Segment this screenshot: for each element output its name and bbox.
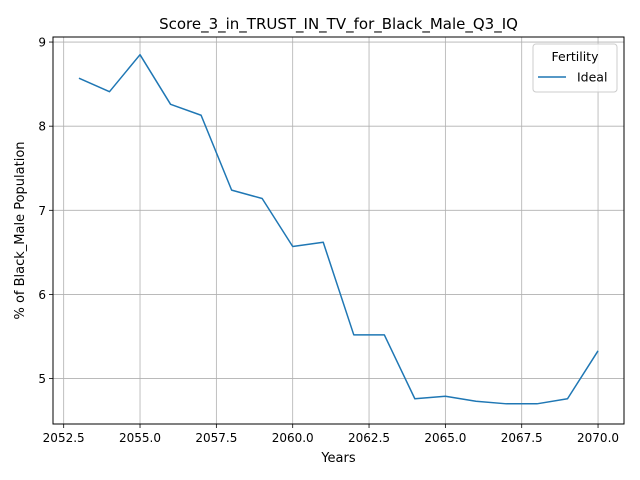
plot-frame: [52, 36, 625, 425]
series-layer: [78, 53, 599, 405]
x-tick-label: 2070.0: [577, 431, 619, 445]
x-tick-label: 2067.5: [501, 431, 543, 445]
y-tick-label: 7: [38, 204, 46, 218]
y-axis-label: % of Black_Male Population: [13, 141, 28, 319]
x-tick-label: 2060.0: [272, 431, 314, 445]
legend: Fertility Ideal: [532, 43, 618, 93]
legend-label-ideal: Ideal: [577, 70, 607, 85]
x-tick-label: 2055.0: [119, 431, 161, 445]
y-tick-label: 8: [38, 120, 46, 134]
series-line-ideal: [78, 53, 599, 405]
ticks: 2052.5 2055.0 2057.5 2060.0 2062.5 2065.0 2067…: [38, 36, 619, 445]
x-tick-label: 2065.0: [424, 431, 466, 445]
x-axis-label: Years: [320, 451, 356, 466]
x-tick-label: 2057.5: [195, 431, 237, 445]
y-tick-label: 9: [38, 36, 46, 50]
y-tick-label: 6: [38, 288, 46, 302]
chart-title: Score_3_in_TRUST_IN_TV_for_Black_Male_Q3…: [159, 15, 518, 34]
grid: [53, 37, 624, 424]
x-tick-label: 2062.5: [348, 431, 390, 445]
legend-box: [532, 43, 618, 93]
x-tick-label: 2052.5: [43, 431, 85, 445]
legend-title: Fertility: [552, 49, 600, 64]
y-tick-label: 5: [38, 372, 46, 386]
